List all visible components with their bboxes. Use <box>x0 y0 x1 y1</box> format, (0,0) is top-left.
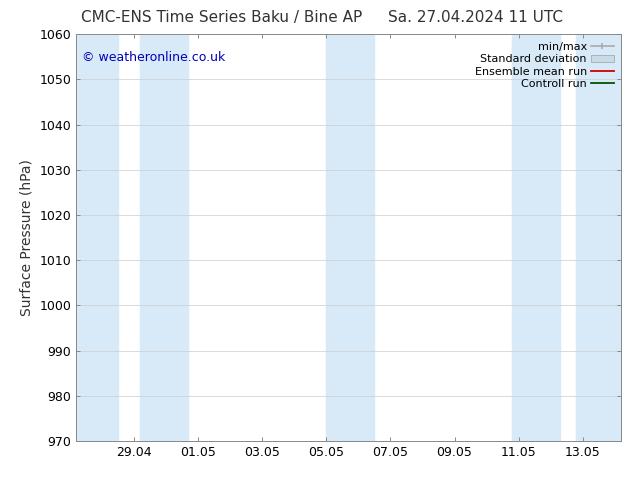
Text: Sa. 27.04.2024 11 UTC: Sa. 27.04.2024 11 UTC <box>388 10 563 25</box>
Bar <box>76 34 118 441</box>
Bar <box>512 34 560 441</box>
Bar <box>140 34 188 441</box>
Text: CMC-ENS Time Series Baku / Bine AP: CMC-ENS Time Series Baku / Bine AP <box>81 10 363 25</box>
Bar <box>576 34 621 441</box>
Legend: min/max, Standard deviation, Ensemble mean run, Controll run: min/max, Standard deviation, Ensemble me… <box>472 40 616 91</box>
Y-axis label: Surface Pressure (hPa): Surface Pressure (hPa) <box>20 159 34 316</box>
Bar <box>327 34 374 441</box>
Text: © weatheronline.co.uk: © weatheronline.co.uk <box>82 50 225 64</box>
